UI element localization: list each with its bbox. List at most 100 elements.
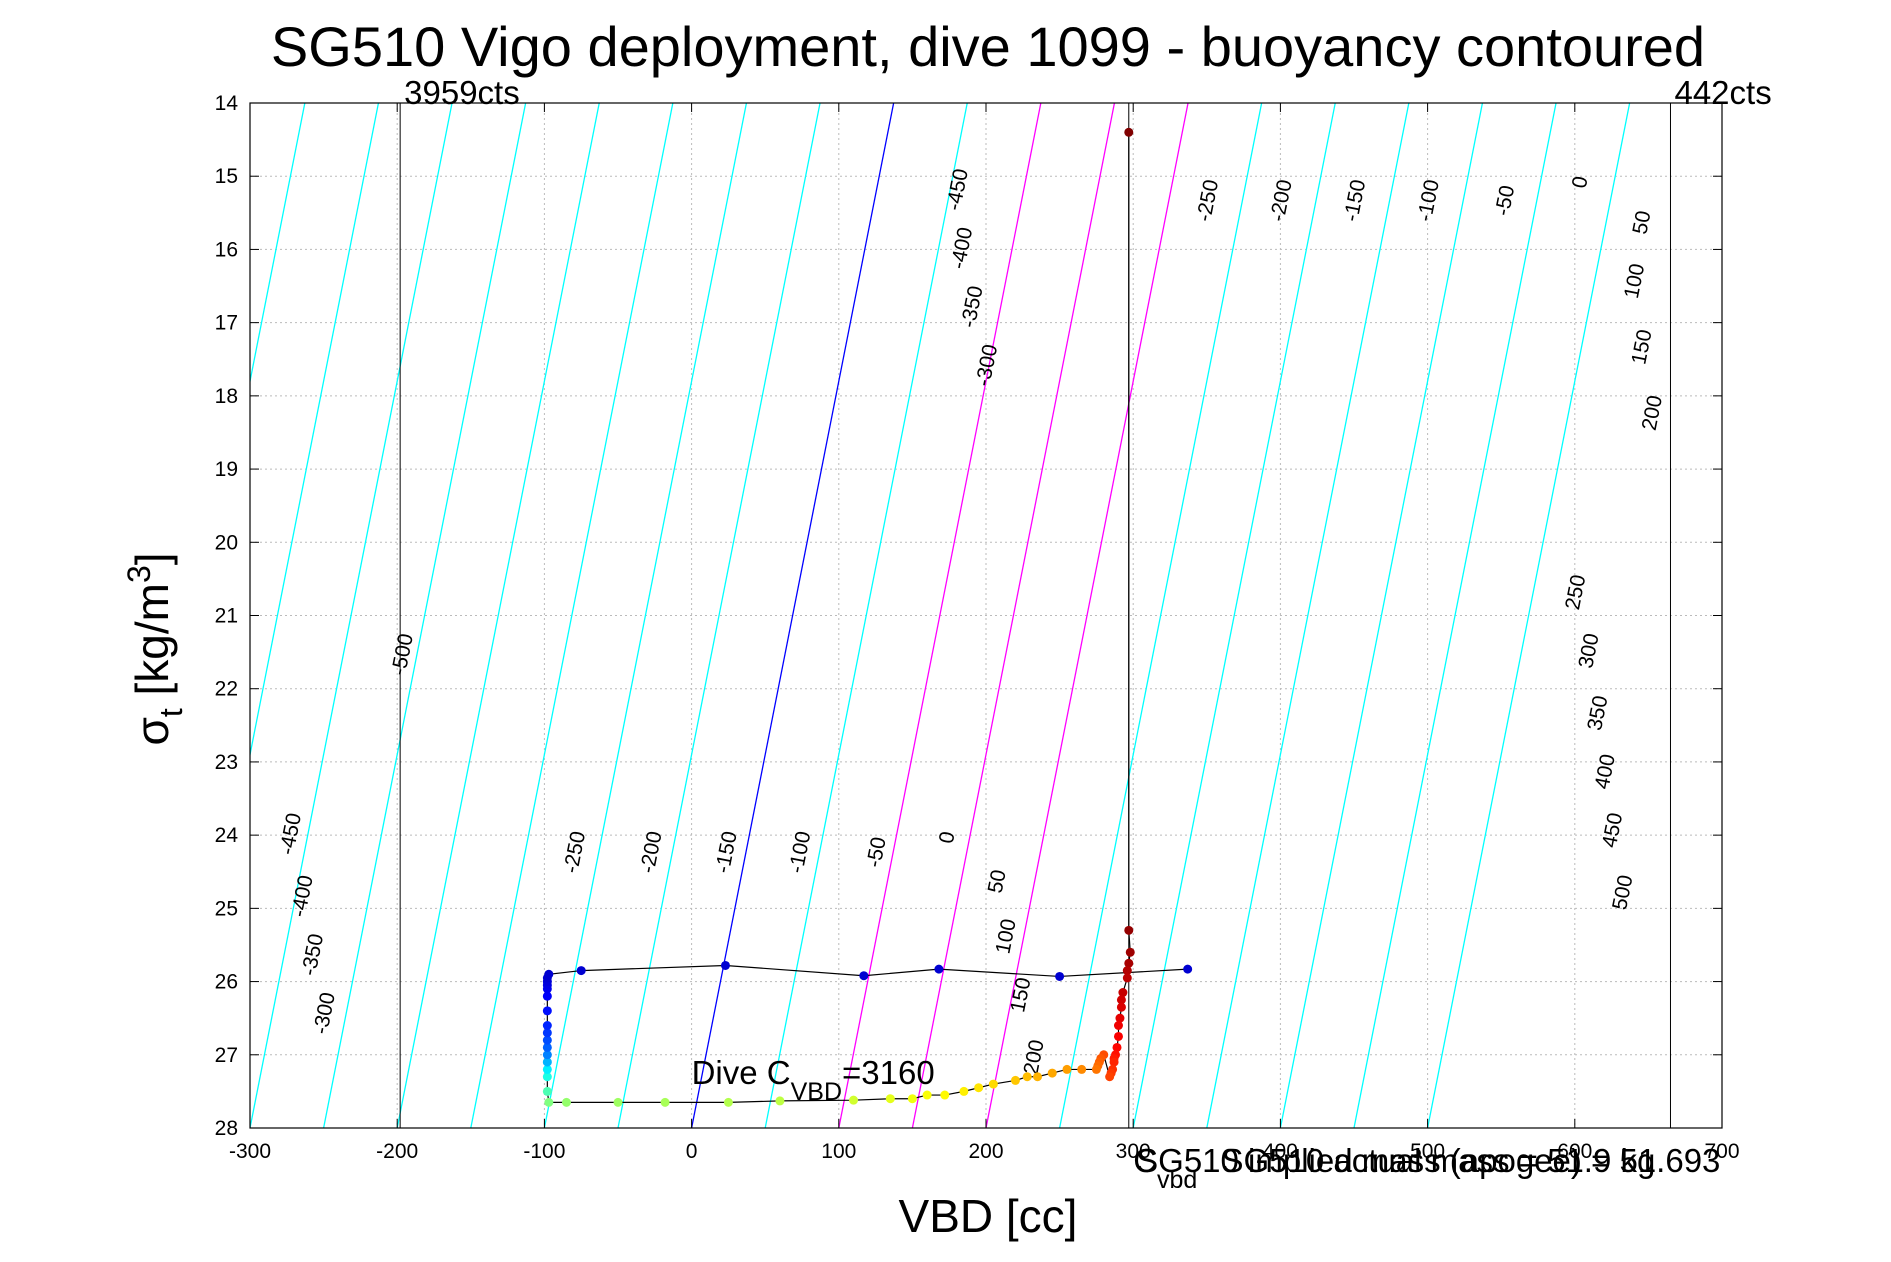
- data-point: [1109, 1057, 1119, 1067]
- y-tick-label: 15: [215, 165, 238, 188]
- data-point: [613, 1097, 623, 1107]
- data-point: [1125, 947, 1135, 957]
- data-point: [542, 1057, 552, 1067]
- data-point: [542, 1006, 552, 1016]
- data-point: [1124, 925, 1134, 935]
- data-point: [1115, 1013, 1125, 1023]
- x-tick-label: 200: [968, 1140, 1003, 1163]
- data-point: [1118, 988, 1128, 998]
- annotation: Dive CVBD=3160: [692, 1054, 935, 1106]
- contour-line: [690, 103, 895, 1128]
- data-point: [542, 991, 552, 1001]
- contour-line: [985, 103, 1189, 1128]
- contour-label: 200: [1019, 1038, 1048, 1077]
- x-tick-label: 0: [686, 1140, 698, 1163]
- contour-label: -200: [1266, 178, 1297, 224]
- series-layer: [542, 127, 1193, 1107]
- contour-label: -50: [1491, 183, 1519, 217]
- contour-label: 0: [1568, 174, 1593, 190]
- contour-label: -400: [947, 225, 978, 271]
- data-point: [544, 969, 554, 979]
- data-point: [542, 1072, 552, 1082]
- data-point: [1077, 1064, 1087, 1074]
- contour-label: 350: [1583, 694, 1612, 733]
- x-tick-label: 600: [1557, 1140, 1592, 1163]
- contour-label: -350: [297, 932, 328, 978]
- data-point: [1124, 127, 1134, 137]
- contour-layer: [0, 103, 1631, 1128]
- contour-label: 150: [1627, 328, 1656, 367]
- data-point: [542, 1042, 552, 1052]
- y-tick-label: 26: [215, 971, 238, 994]
- contour-line: [1279, 103, 1484, 1128]
- contour-line: [0, 103, 10, 1128]
- data-point: [542, 1035, 552, 1045]
- data-point: [1122, 973, 1132, 983]
- y-tick-label: 28: [215, 1117, 238, 1140]
- data-point: [542, 1028, 552, 1038]
- data-point: [885, 1094, 895, 1104]
- contour-line: [1353, 103, 1557, 1128]
- contour-label: 500: [1608, 873, 1637, 912]
- contour-line: [250, 103, 306, 385]
- contour-label: 250: [1561, 573, 1590, 612]
- data-point: [723, 1097, 733, 1107]
- data-point: [1010, 1075, 1020, 1085]
- contour-label: -150: [1340, 178, 1371, 224]
- contour-label: -300: [309, 990, 340, 1036]
- contour-label: -100: [785, 829, 816, 875]
- data-point: [1183, 964, 1193, 974]
- contour-label: -350: [957, 284, 988, 330]
- contour-label-layer: -450 -400 -350 -300 -250 -200 -150 -100 -50 0 50 10…: [275, 167, 1667, 1077]
- y-tick-label: 14: [215, 92, 239, 115]
- contour-label: 400: [1591, 752, 1620, 791]
- data-point: [1116, 995, 1126, 1005]
- contour-line: [911, 103, 1116, 1128]
- contour-label: -450: [942, 167, 973, 213]
- chart-title: SG510 Vigo deployment, dive 1099 - buoya…: [271, 15, 1705, 78]
- contour-line: [470, 103, 674, 1128]
- data-point: [775, 1096, 785, 1106]
- annotation: SG510 actual mass = 51.9 kg: [1222, 1142, 1656, 1179]
- data-point: [849, 1095, 859, 1105]
- y-tick-label: 21: [215, 605, 238, 628]
- contour-label: 300: [1574, 631, 1603, 670]
- y-tick-label: 16: [215, 238, 238, 261]
- contour-line: [1206, 103, 1410, 1128]
- contour-label: 100: [1620, 262, 1649, 301]
- data-point: [542, 1050, 552, 1060]
- y-tick-label: 22: [215, 678, 238, 701]
- contour-line: [764, 103, 968, 1128]
- x-axis-label: VBD [cc]: [899, 1190, 1078, 1242]
- contour-label: -300: [972, 342, 1003, 388]
- data-point: [1091, 1064, 1101, 1074]
- data-point: [934, 964, 944, 974]
- data-point: [1113, 1031, 1123, 1041]
- data-point: [907, 1094, 917, 1104]
- annotation: Cvbd: [1133, 1142, 1197, 1194]
- data-point: [660, 1097, 670, 1107]
- x-tick-label: -100: [523, 1140, 565, 1163]
- data-point: [940, 1090, 950, 1100]
- contour-label: -50: [862, 835, 890, 869]
- data-point: [1062, 1064, 1072, 1074]
- data-point: [959, 1086, 969, 1096]
- data-point: [542, 1064, 552, 1074]
- data-point: [922, 1090, 932, 1100]
- data-point: [720, 960, 730, 970]
- contour-label: -200: [636, 829, 667, 875]
- y-tick-label: 19: [215, 458, 238, 481]
- data-point: [1116, 1002, 1126, 1012]
- contour-line: [1132, 103, 1336, 1128]
- y-tick-label: 23: [215, 751, 238, 774]
- x-tick-label: 400: [1263, 1140, 1298, 1163]
- data-point: [1033, 1072, 1043, 1082]
- data-point: [974, 1083, 984, 1093]
- x-tick-label: 500: [1410, 1140, 1445, 1163]
- reference-line-label: 442cts: [1674, 74, 1771, 111]
- contour-label: -100: [1413, 178, 1444, 224]
- contour-label: 50: [984, 868, 1011, 895]
- data-point: [542, 1086, 552, 1096]
- data-point: [1055, 971, 1065, 981]
